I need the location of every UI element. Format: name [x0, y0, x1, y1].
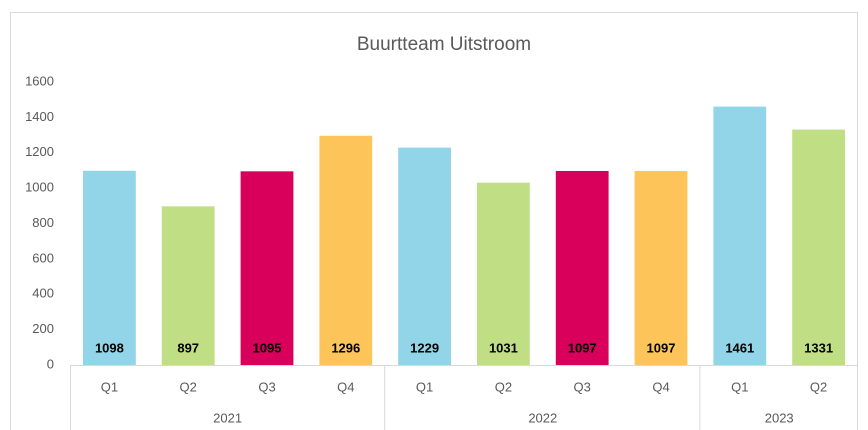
group-label: 2022: [528, 410, 557, 425]
x-tick-label: Q2: [495, 379, 512, 394]
y-tick-label: 800: [32, 215, 54, 230]
x-tick-label: Q2: [810, 379, 827, 394]
value-label: 1296: [331, 340, 360, 355]
bar: [477, 182, 530, 365]
bar: [83, 170, 136, 365]
value-label: 1229: [410, 340, 439, 355]
x-tick-label: Q2: [180, 379, 197, 394]
y-tick-label: 400: [32, 286, 54, 301]
bar: [240, 171, 294, 365]
bar: [161, 206, 215, 365]
bar: [319, 135, 373, 365]
x-tick-label: Q1: [101, 379, 118, 394]
y-tick-label: 1000: [25, 180, 54, 195]
y-tick-label: 1200: [25, 144, 54, 159]
x-tick-label: Q3: [258, 379, 275, 394]
bar: [792, 129, 845, 365]
x-tick-label: Q1: [731, 379, 748, 394]
value-label: 1098: [95, 340, 124, 355]
y-tick-label: 600: [32, 250, 54, 265]
bar: [634, 170, 688, 365]
x-tick-label: Q4: [652, 379, 669, 394]
bar: [398, 147, 451, 365]
x-tick-label: Q1: [416, 379, 433, 394]
value-label: 1097: [568, 340, 597, 355]
y-tick-label: 0: [47, 356, 54, 371]
group-label: 2021: [213, 410, 242, 425]
value-label: 1097: [647, 340, 676, 355]
x-tick-label: Q3: [574, 379, 591, 394]
y-tick-label: 200: [32, 321, 54, 336]
chart-title: Buurtteam Uitstroom: [357, 34, 531, 55]
value-label: 1461: [725, 340, 754, 355]
value-label: 1095: [253, 340, 282, 355]
y-tick-label: 1400: [25, 109, 54, 124]
x-tick-label: Q4: [337, 379, 354, 394]
value-label: 1031: [489, 340, 518, 355]
bar: [555, 170, 609, 365]
bar: [713, 106, 767, 365]
value-label: 897: [177, 340, 199, 355]
group-label: 2023: [765, 410, 794, 425]
value-label: 1331: [804, 340, 833, 355]
y-tick-label: 1600: [25, 73, 54, 88]
